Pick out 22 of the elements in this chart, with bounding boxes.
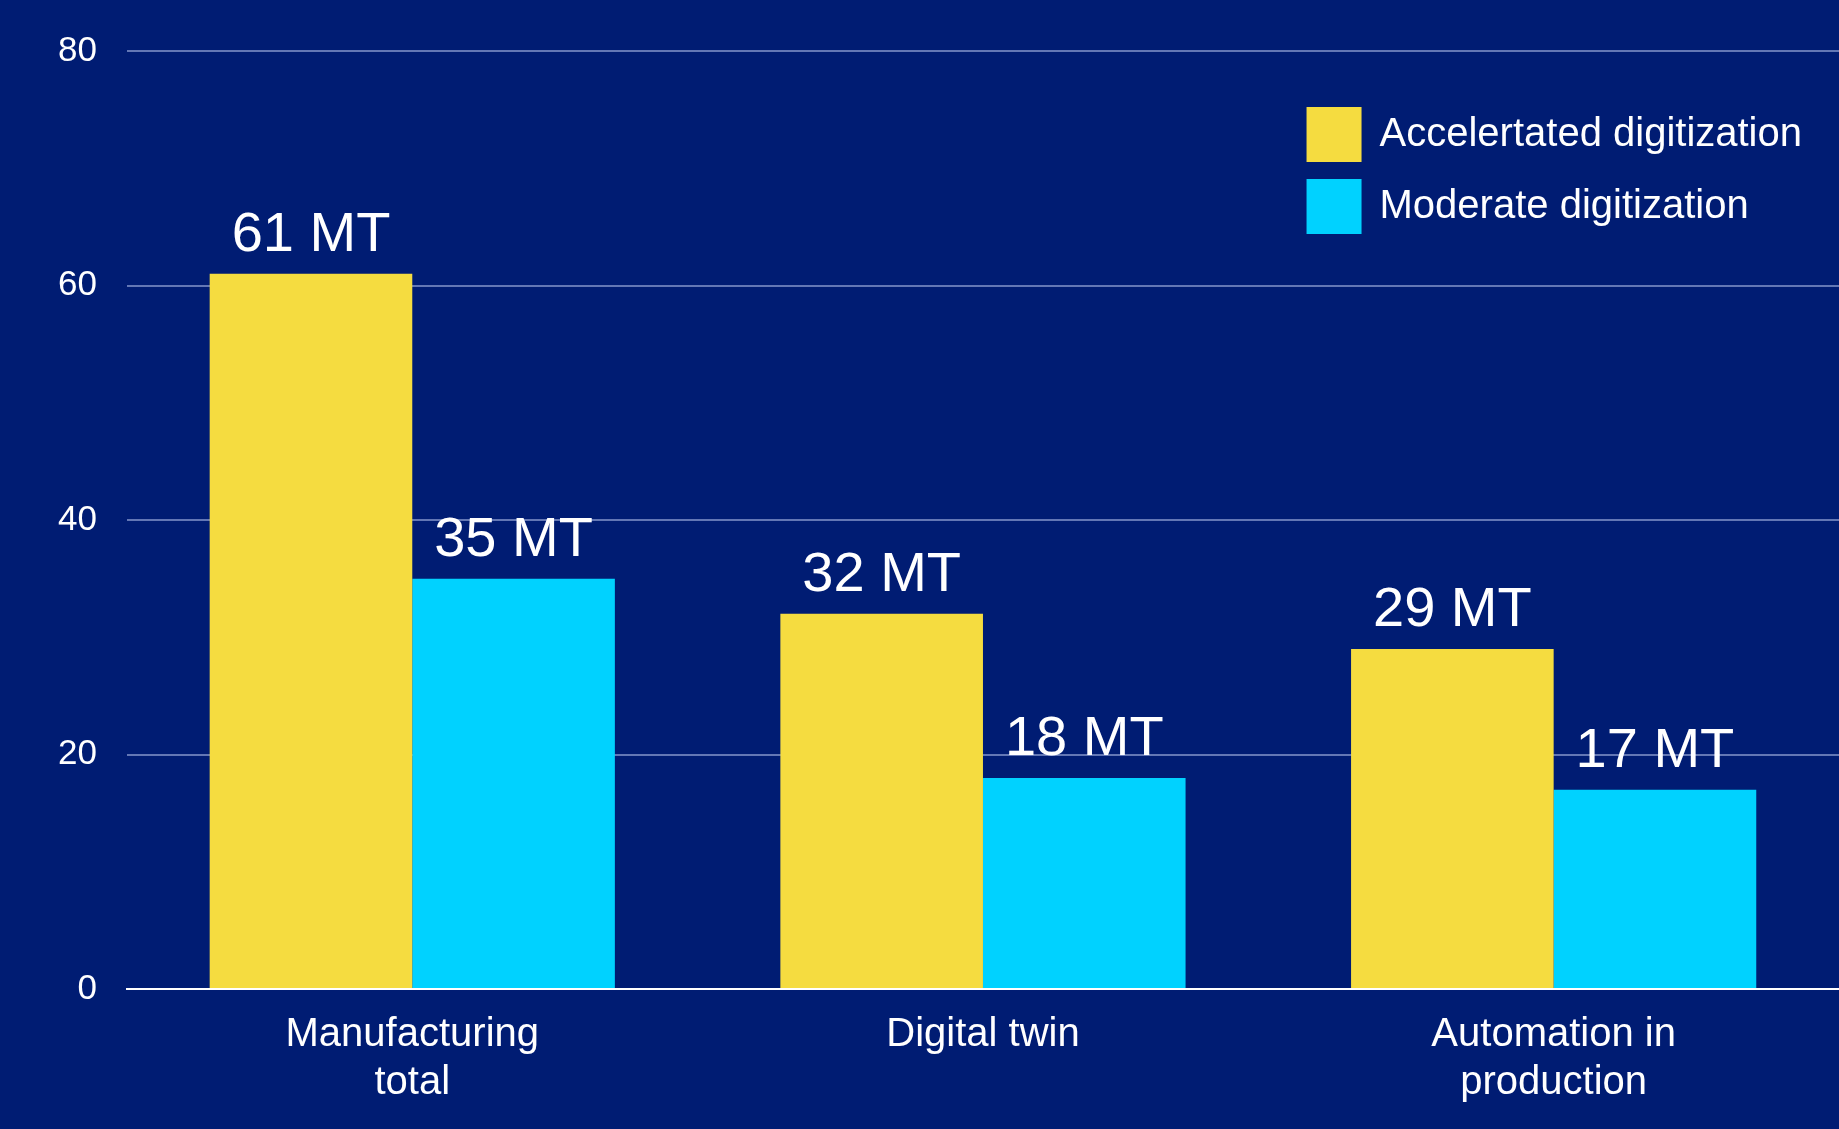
data-label: 17 MT	[1575, 716, 1735, 780]
y-tick-label: 80	[57, 28, 97, 68]
bar	[209, 273, 413, 988]
y-tick-label: 0	[77, 966, 97, 1006]
bar	[1351, 648, 1554, 988]
legend-label: Accelertated digitization	[1379, 110, 1803, 155]
bar	[780, 613, 983, 988]
data-label: 61 MT	[231, 200, 391, 264]
data-label: 35 MT	[434, 505, 593, 569]
data-label: 18 MT	[1004, 704, 1164, 768]
data-label: 29 MT	[1373, 575, 1532, 639]
x-tick-label: Automation in production	[1431, 1010, 1676, 1103]
legend-label: Moderate digitization	[1379, 182, 1749, 227]
y-tick-label: 40	[57, 497, 97, 537]
x-tick-label: Manufacturing total	[285, 1010, 540, 1103]
y-tick-label: 60	[57, 263, 97, 303]
bar	[412, 578, 615, 988]
x-tick-label: Digital twin	[886, 1010, 1080, 1055]
y-tick-label: 20	[57, 732, 97, 772]
bar	[1553, 789, 1757, 988]
bar	[982, 777, 1186, 988]
data-label: 32 MT	[802, 540, 962, 604]
